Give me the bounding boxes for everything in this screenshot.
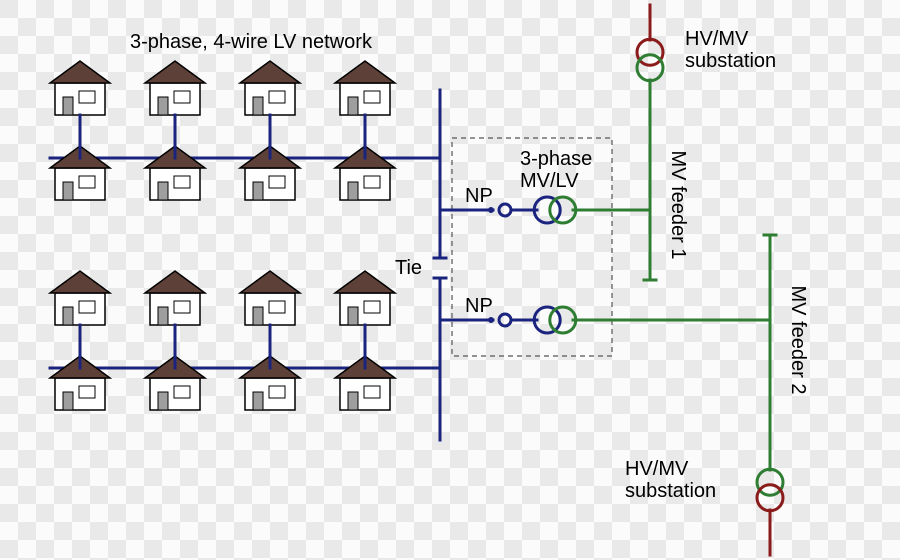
mv-feeder2-label: MV feeder 2 (787, 286, 809, 395)
mv-feeder1-label: MV feeder 1 (667, 151, 689, 260)
np1-label: NP (465, 185, 493, 207)
np2-label: NP (465, 295, 493, 317)
background-checker (0, 0, 900, 560)
tie-label: Tie (395, 257, 422, 279)
diagram-title: 3-phase, 4-wire LV network (130, 31, 373, 53)
